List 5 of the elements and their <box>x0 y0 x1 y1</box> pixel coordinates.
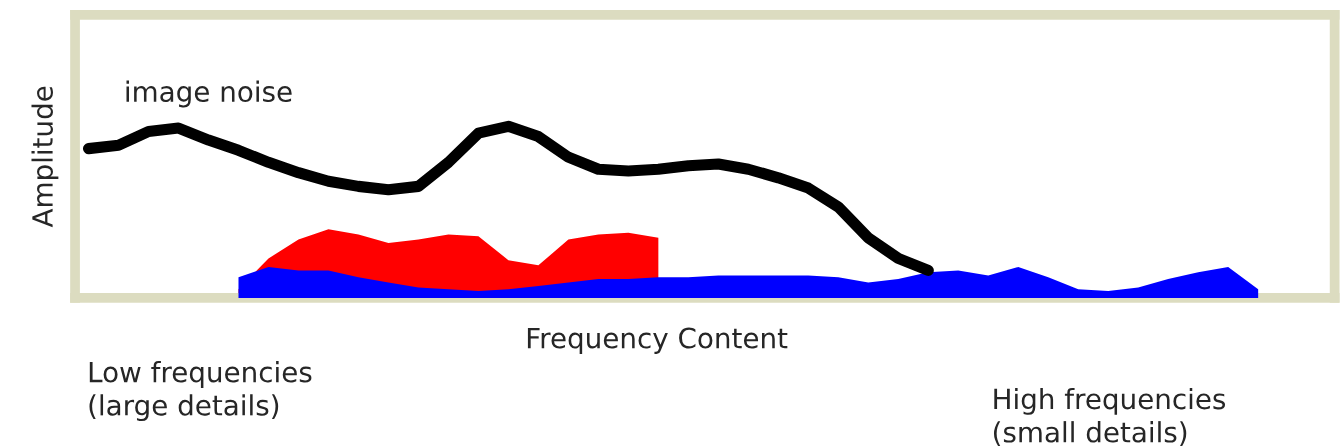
x-axis-title: Frequency Content <box>527 327 788 354</box>
series-label: image noise <box>126 80 292 108</box>
y-axis-title: Amplitude <box>31 86 59 228</box>
text: High frequencies (small details) <box>993 387 1226 446</box>
text: Low frequencies (large details) <box>89 361 312 422</box>
